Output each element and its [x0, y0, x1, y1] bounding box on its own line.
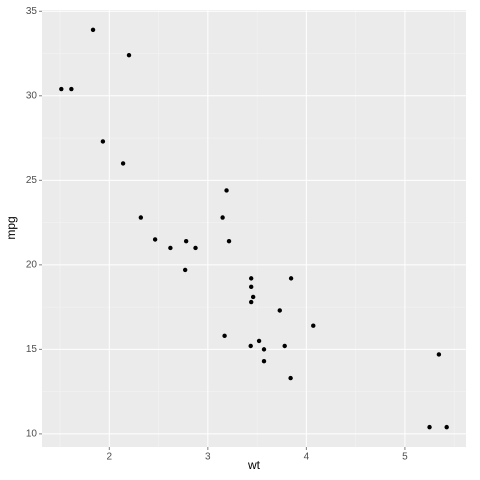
point	[100, 139, 106, 144]
y-tick-label: 10	[26, 429, 38, 440]
point	[182, 267, 188, 273]
point	[256, 338, 262, 344]
point	[226, 238, 232, 244]
y-axis-title: mpg	[4, 216, 18, 239]
y-tick-label: 30	[26, 90, 38, 101]
point	[248, 284, 254, 290]
y-tick-label: 35	[26, 6, 38, 17]
point	[436, 352, 442, 357]
point	[126, 53, 132, 58]
point	[261, 347, 267, 352]
point	[120, 161, 126, 166]
x-tick-label: 5	[402, 452, 408, 463]
point	[152, 237, 158, 242]
point	[248, 343, 253, 349]
y-tick-label: 25	[26, 175, 38, 186]
point	[220, 215, 225, 220]
point	[193, 245, 198, 251]
x-tick-label: 4	[304, 452, 310, 463]
point	[224, 188, 229, 193]
point	[90, 27, 96, 33]
y-tick-label: 20	[26, 259, 38, 270]
point	[250, 294, 256, 300]
point	[138, 215, 144, 220]
point	[288, 276, 294, 281]
point	[282, 343, 287, 349]
x-axis-title: wt	[247, 458, 261, 472]
point	[59, 86, 64, 92]
point	[311, 323, 316, 328]
point	[168, 245, 173, 251]
plot-panel	[42, 10, 466, 447]
point	[261, 359, 267, 364]
point	[248, 299, 254, 305]
point	[277, 308, 282, 313]
point	[427, 424, 432, 430]
y-tick-label: 15	[26, 344, 38, 355]
point	[69, 86, 74, 92]
point	[288, 375, 293, 381]
point	[248, 276, 254, 281]
x-tick-label: 2	[107, 452, 113, 463]
x-tick-label: 3	[205, 452, 211, 463]
point	[444, 424, 449, 430]
point	[222, 333, 227, 339]
point	[183, 238, 189, 244]
